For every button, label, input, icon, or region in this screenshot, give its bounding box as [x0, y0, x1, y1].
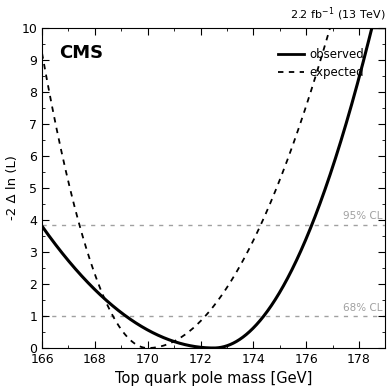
Text: 95% CL: 95% CL: [343, 211, 383, 221]
Y-axis label: -2 Δ ln (L): -2 Δ ln (L): [5, 155, 18, 220]
Text: CMS: CMS: [59, 44, 103, 62]
Text: 2.2 fb$^{-1}$ (13 TeV): 2.2 fb$^{-1}$ (13 TeV): [290, 5, 386, 23]
Text: 68% CL: 68% CL: [343, 303, 383, 314]
Legend: observed, expected: observed, expected: [273, 43, 369, 83]
X-axis label: Top quark pole mass [GeV]: Top quark pole mass [GeV]: [115, 372, 312, 387]
